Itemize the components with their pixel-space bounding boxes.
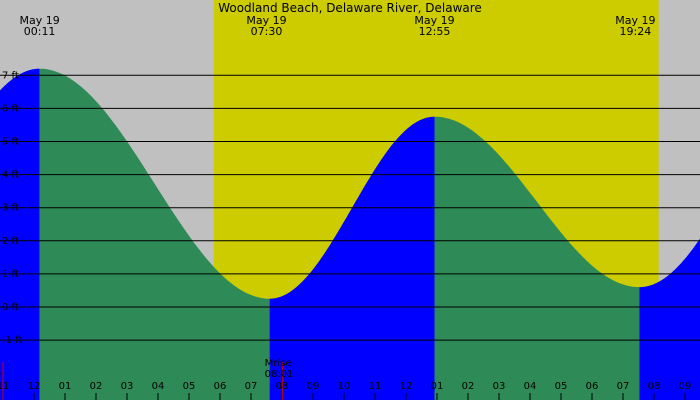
x-tick-label: 07 xyxy=(617,381,630,392)
x-tick-label: 08 xyxy=(648,381,661,392)
x-tick-label: 04 xyxy=(152,381,165,392)
moon-event-time: :59 xyxy=(0,369,1,380)
event-date-label: May 19 xyxy=(246,14,286,27)
x-tick-label: 09 xyxy=(679,381,692,392)
x-tick-label: 09 xyxy=(307,381,320,392)
x-tick-label: 02 xyxy=(462,381,475,392)
x-tick-label: 11 xyxy=(0,381,9,392)
y-tick-label: 3 ft xyxy=(2,203,19,214)
x-tick-label: 06 xyxy=(214,381,227,392)
x-tick-label: 04 xyxy=(524,381,537,392)
event-time-label: 12:55 xyxy=(419,25,451,38)
y-tick-label: 7 ft xyxy=(2,70,19,81)
x-tick-label: 10 xyxy=(338,381,351,392)
x-tick-label: 12 xyxy=(28,381,41,392)
y-tick-label: 1 ft xyxy=(2,269,19,280)
x-tick-label: 01 xyxy=(59,381,72,392)
x-tick-label: 01 xyxy=(431,381,444,392)
x-tick-label: 08 xyxy=(276,381,289,392)
x-tick-label: 05 xyxy=(555,381,568,392)
moon-event-time: 08:01 xyxy=(265,369,294,380)
event-date-label: May 19 xyxy=(615,14,655,27)
moon-event-label: Mrise xyxy=(265,358,292,369)
y-tick-label: 2 ft xyxy=(2,236,19,247)
x-tick-label: 05 xyxy=(183,381,196,392)
y-tick-label: -1 ft xyxy=(2,335,22,346)
x-tick-label: 12 xyxy=(400,381,413,392)
rising-tide-area xyxy=(0,68,40,400)
rising-tide-area xyxy=(639,238,700,400)
y-tick-label: 0 ft xyxy=(2,302,19,313)
event-date-label: May 19 xyxy=(414,14,454,27)
falling-tide-area xyxy=(434,116,640,400)
x-tick-label: 06 xyxy=(586,381,599,392)
x-tick-label: 03 xyxy=(493,381,506,392)
rising-tide-area xyxy=(269,116,435,400)
falling-tide-area xyxy=(39,68,270,400)
event-date-label: May 19 xyxy=(19,14,59,27)
y-tick-label: 6 ft xyxy=(2,103,19,114)
y-tick-label: 4 ft xyxy=(2,170,19,181)
event-time-label: 07:30 xyxy=(251,25,283,38)
chart-title: Woodland Beach, Delaware River, Delaware xyxy=(218,1,482,15)
x-tick-label: 02 xyxy=(90,381,103,392)
x-tick-label: 11 xyxy=(369,381,382,392)
x-tick-label: 07 xyxy=(245,381,258,392)
y-tick-label: 5 ft xyxy=(2,137,19,148)
x-tick-label: 03 xyxy=(121,381,134,392)
event-time-label: 19:24 xyxy=(620,25,652,38)
event-time-label: 00:11 xyxy=(24,25,56,38)
